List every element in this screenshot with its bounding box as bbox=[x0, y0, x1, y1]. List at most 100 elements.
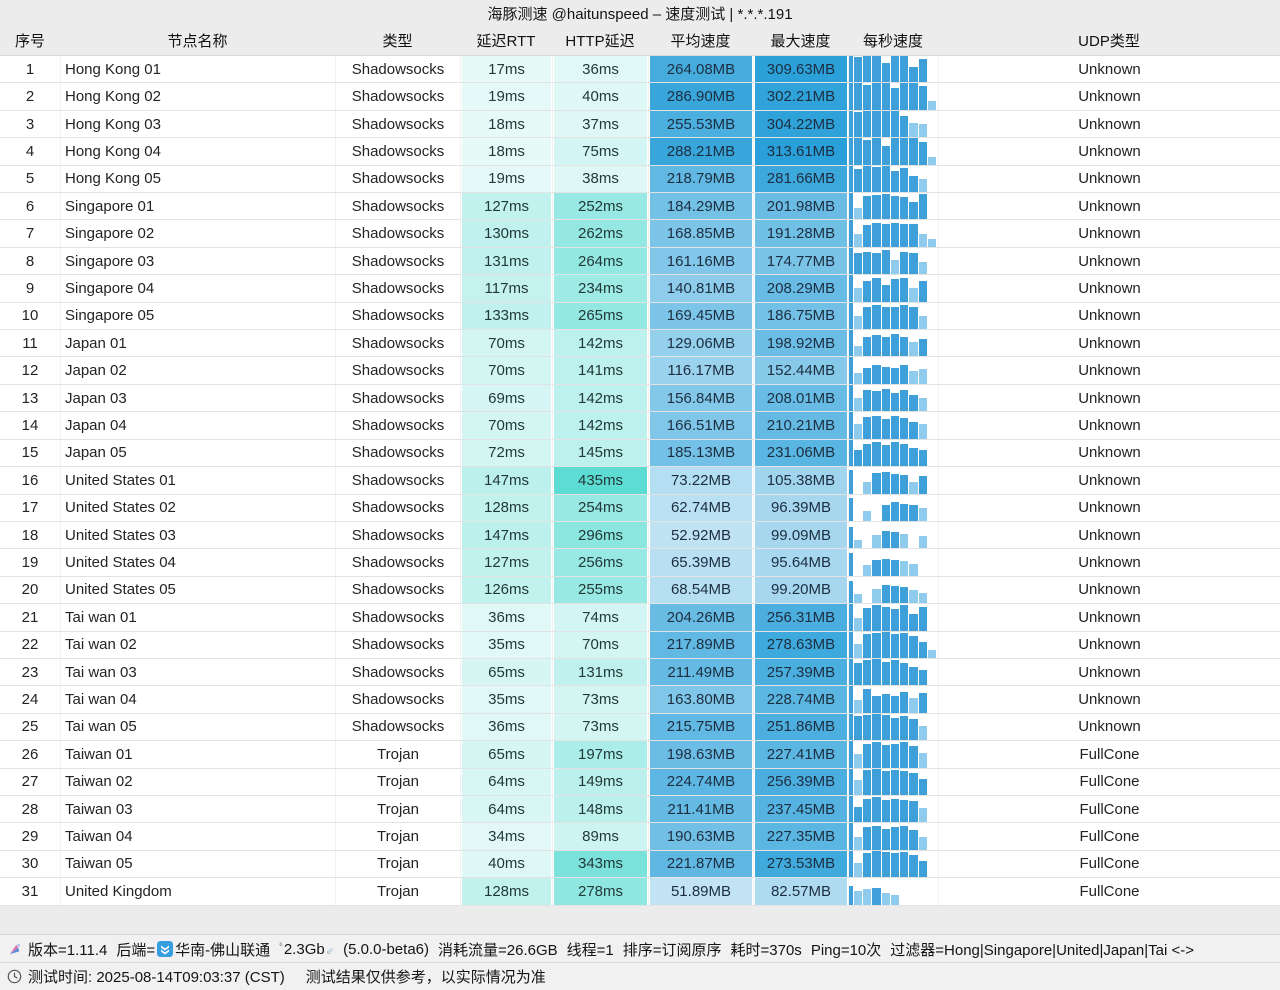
speed-bar bbox=[849, 384, 853, 412]
rtt-latency-cell: 34ms bbox=[460, 823, 552, 850]
http-latency: 131ms bbox=[554, 658, 647, 686]
speed-bar bbox=[849, 56, 853, 83]
speed-bar bbox=[849, 795, 853, 823]
table-row: 31 United Kingdom Trojan 128ms 278ms 51.89MB 8… bbox=[0, 878, 1280, 906]
udp-type: Unknown bbox=[938, 83, 1280, 110]
node-name: Singapore 04 bbox=[60, 275, 335, 302]
speed-bar bbox=[918, 606, 927, 631]
avg-speed-cell: 190.63MB bbox=[648, 823, 753, 850]
rtt-latency: 40ms bbox=[462, 850, 551, 878]
row-number: 2 bbox=[25, 88, 35, 106]
table-row: 14 Japan 04 Shadowsocks 70ms 142ms 166.51MB 21… bbox=[0, 412, 1280, 440]
speed-bars bbox=[849, 577, 937, 604]
per-second-speed-chart bbox=[848, 631, 938, 658]
node-name: Taiwan 02 bbox=[60, 768, 335, 795]
speed-bar bbox=[872, 472, 881, 494]
speed-bar bbox=[927, 100, 936, 110]
speed-bar bbox=[863, 390, 872, 412]
table-row: 2 Hong Kong 02 Shadowsocks 19ms 40ms 286.90MB… bbox=[0, 83, 1280, 111]
max-speed-cell: 152.44MB bbox=[753, 357, 848, 384]
rtt-latency-cell: 127ms bbox=[460, 549, 552, 576]
avg-speed-cell: 286.90MB bbox=[648, 83, 753, 110]
http-latency-cell: 142ms bbox=[552, 412, 648, 439]
avg-speed: 286.90MB bbox=[650, 83, 752, 110]
avg-speed: 51.89MB bbox=[650, 878, 752, 905]
avg-speed-cell: 204.26MB bbox=[648, 604, 753, 631]
avg-speed: 190.63MB bbox=[650, 823, 752, 850]
speed-bar bbox=[881, 444, 890, 467]
max-speed-cell: 191.28MB bbox=[753, 220, 848, 247]
node-name: Singapore 01 bbox=[60, 193, 335, 220]
speed-bar bbox=[863, 251, 872, 275]
rtt-latency-cell: 130ms bbox=[460, 220, 552, 247]
speed-bar bbox=[872, 110, 881, 138]
rtt-latency-cell: 70ms bbox=[460, 330, 552, 357]
speed-bar bbox=[872, 797, 881, 823]
table-body: 1 Hong Kong 01 Shadowsocks 17ms 36ms 264.08MB… bbox=[0, 56, 1280, 906]
speed-bar bbox=[890, 501, 900, 521]
row-number: 29 bbox=[21, 828, 39, 846]
speed-bars bbox=[849, 275, 937, 302]
max-speed-cell: 231.06MB bbox=[753, 439, 848, 467]
avg-speed-cell: 161.16MB bbox=[648, 247, 753, 275]
speed-bar bbox=[863, 196, 872, 220]
speed-bar bbox=[863, 769, 872, 795]
max-speed-cell: 227.41MB bbox=[753, 741, 848, 768]
avg-speed-cell: 116.17MB bbox=[648, 357, 753, 384]
rtt-latency: 35ms bbox=[462, 631, 551, 658]
speed-bar bbox=[900, 587, 909, 604]
row-number: 23 bbox=[21, 663, 39, 681]
speed-bar bbox=[881, 337, 890, 357]
speed-bars bbox=[849, 549, 937, 576]
speed-bar bbox=[854, 862, 863, 878]
speed-bar bbox=[881, 771, 890, 795]
avg-speed: 161.16MB bbox=[650, 247, 752, 275]
table-row: 12 Japan 02 Shadowsocks 70ms 141ms 116.17MB 15… bbox=[0, 357, 1280, 385]
node-type: Shadowsocks bbox=[335, 275, 460, 302]
speed-bar bbox=[900, 799, 909, 823]
http-latency-cell: 73ms bbox=[552, 686, 648, 713]
udp-type: FullCone bbox=[938, 850, 1280, 878]
avg-speed: 198.63MB bbox=[650, 741, 752, 768]
rtt-latency: 130ms bbox=[462, 220, 551, 247]
backend-label: 后端= bbox=[116, 941, 156, 959]
speed-bar bbox=[900, 716, 909, 741]
speed-bar bbox=[863, 798, 872, 823]
header-per-second-speed: 每秒速度 bbox=[862, 33, 923, 50]
http-latency: 141ms bbox=[554, 357, 647, 384]
avg-speed-cell: 169.45MB bbox=[648, 302, 753, 330]
speed-bar bbox=[909, 746, 918, 768]
per-second-speed-chart bbox=[848, 686, 938, 713]
speed-bar bbox=[881, 504, 890, 521]
speed-bar bbox=[854, 539, 863, 549]
speed-bar bbox=[881, 471, 890, 494]
speed-bar bbox=[881, 306, 890, 330]
max-speed-cell: 99.20MB bbox=[753, 576, 848, 604]
speed-bar bbox=[927, 156, 936, 165]
node-type: Shadowsocks bbox=[335, 521, 460, 549]
speed-bars bbox=[849, 795, 937, 823]
http-latency-cell: 38ms bbox=[552, 165, 648, 193]
rtt-latency-cell: 19ms bbox=[460, 165, 552, 193]
ping-count: Ping=10次 bbox=[810, 941, 882, 959]
speed-bar bbox=[909, 698, 918, 713]
speed-bar bbox=[854, 780, 863, 795]
node-type: Trojan bbox=[335, 768, 460, 795]
max-speed: 208.01MB bbox=[755, 384, 847, 412]
max-speed-cell: 227.35MB bbox=[753, 823, 848, 850]
udp-type: Unknown bbox=[938, 494, 1280, 521]
row-number: 4 bbox=[25, 142, 35, 160]
udp-type: Unknown bbox=[938, 439, 1280, 467]
row-number: 19 bbox=[21, 554, 39, 572]
avg-speed: 168.85MB bbox=[650, 220, 752, 247]
max-speed-cell: 256.31MB bbox=[753, 604, 848, 631]
speed-bar bbox=[909, 421, 918, 439]
rtt-latency: 72ms bbox=[462, 439, 551, 467]
max-speed-cell: 257.39MB bbox=[753, 658, 848, 686]
http-latency: 70ms bbox=[554, 631, 647, 658]
max-speed-cell: 105.38MB bbox=[753, 467, 848, 494]
avg-speed-cell: 166.51MB bbox=[648, 412, 753, 439]
node-name: Tai wan 04 bbox=[60, 686, 335, 713]
speed-bars bbox=[849, 467, 937, 494]
max-speed-cell: 237.45MB bbox=[753, 795, 848, 823]
